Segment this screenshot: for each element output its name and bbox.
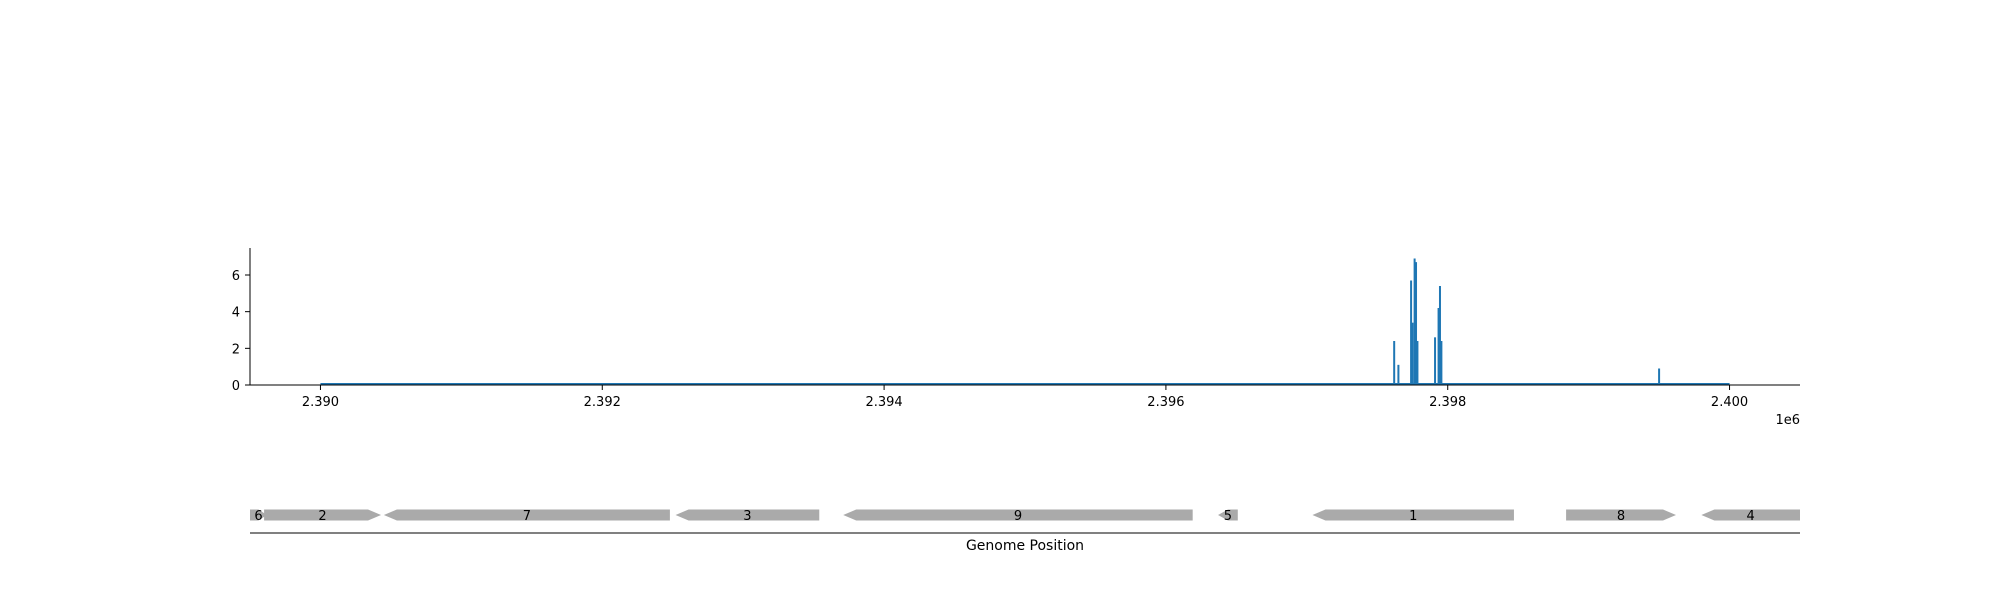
x-tick-label: 2.392 [584,395,621,410]
gene-map: 6 2 7 3 9 5 1 8 4 Genome Position [250,509,1800,554]
gene-label: 4 [1747,509,1755,524]
gene-arrow [1566,509,1676,521]
y-tick-label: 0 [232,379,240,394]
coverage-plot: 2.390 2.392 2.394 2.396 2.398 2.400 0 2 4 6 1e6 [232,248,1800,428]
gene-label: 6 [254,509,262,524]
gene-map-x-axis-label: Genome Position [966,538,1084,554]
gene-label: 7 [523,509,531,524]
gene-label: 5 [1224,509,1232,524]
gene-label: 2 [318,509,326,524]
y-tick-label: 6 [232,269,240,284]
x-tick-label: 2.398 [1429,395,1466,410]
y-tick-label: 4 [232,306,240,321]
gene-arrow [383,509,670,521]
coverage-y-ticks: 0 2 4 6 [232,269,250,394]
gene-arrow [1312,509,1514,521]
y-tick-label: 2 [232,342,240,357]
x-tick-label: 2.400 [1711,395,1748,410]
gene-arrow [250,509,267,521]
gene-arrows: 6 2 7 3 9 5 1 8 4 [250,509,1800,524]
gene-arrow [843,509,1193,521]
gene-arrow [264,509,382,521]
coverage-spikes [1393,258,1661,385]
x-tick-label: 2.394 [865,395,902,410]
x-tick-label: 2.390 [302,395,339,410]
gene-arrow [675,509,820,521]
coverage-x-ticks: 2.390 2.392 2.394 2.396 2.398 2.400 [302,385,1748,410]
gene-arrow [1218,509,1238,521]
gene-label: 8 [1617,509,1625,524]
x-tick-label: 2.396 [1147,395,1184,410]
gene-label: 1 [1409,509,1417,524]
gene-label: 3 [743,509,751,524]
gene-label: 9 [1014,509,1022,524]
gene-arrow [1701,509,1800,521]
x-axis-offset-label: 1e6 [1775,413,1800,428]
